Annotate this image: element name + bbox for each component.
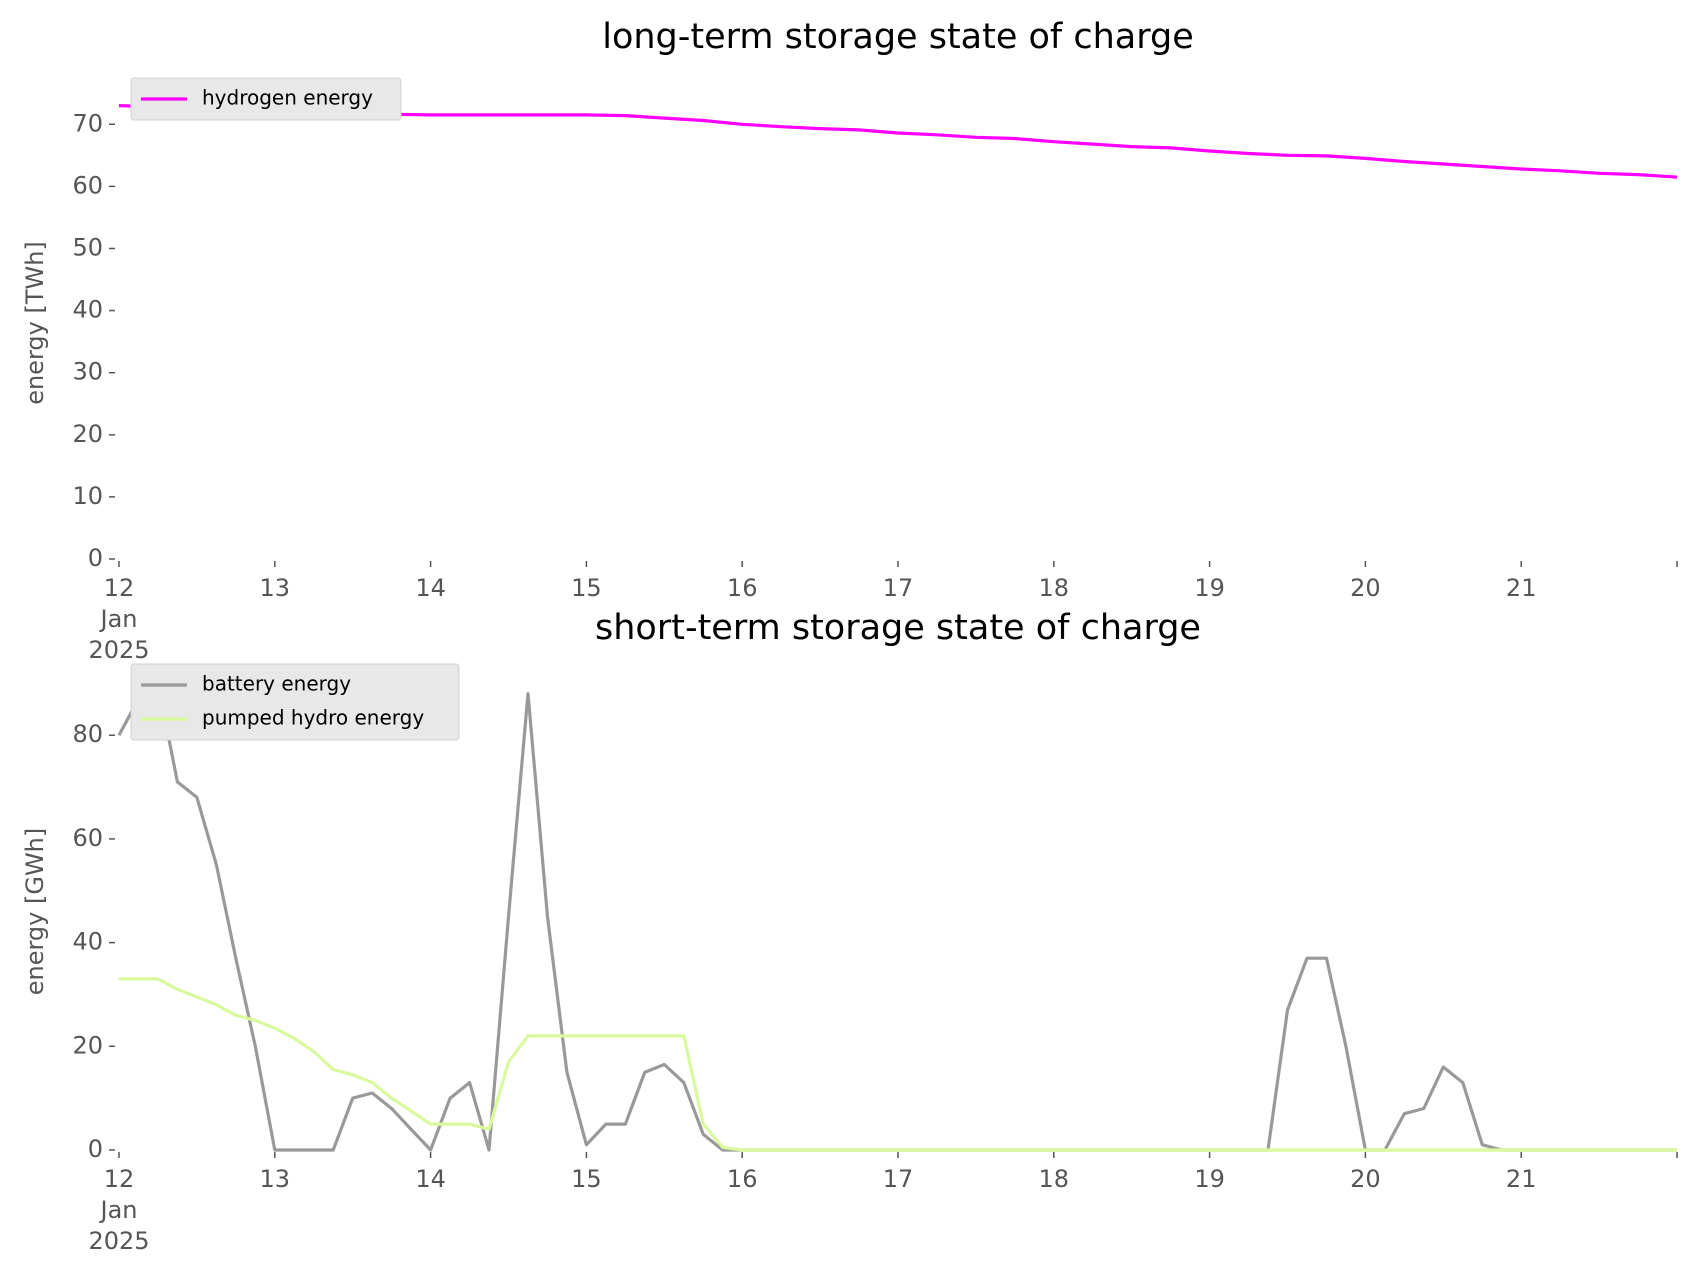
- y-tick-label: 40: [72, 928, 103, 956]
- x-tick-label: 14: [415, 1165, 446, 1193]
- legend-label: hydrogen energy: [202, 86, 373, 110]
- x-tick-label: 15: [571, 574, 602, 602]
- x-tick-label: 20: [1350, 1165, 1381, 1193]
- x-tick-label: 17: [883, 1165, 914, 1193]
- legend-box: [130, 77, 402, 121]
- chart-title: short-term storage state of charge: [595, 608, 1201, 648]
- chart-title: long-term storage state of charge: [602, 17, 1194, 57]
- y-tick-label: 30: [72, 358, 103, 386]
- x-tick-label: 16: [727, 574, 758, 602]
- y-tick-label: 70: [72, 109, 103, 137]
- series-line: [119, 977, 1677, 1152]
- y-tick-label: 80: [72, 720, 103, 748]
- y-tick-label: 20: [72, 420, 103, 448]
- x-tick-label: 12 Jan 2025: [88, 574, 149, 664]
- x-tick-label: 18: [1039, 1165, 1070, 1193]
- y-tick-label: 20: [72, 1031, 103, 1059]
- y-tick-label: 10: [72, 482, 103, 510]
- y-tick-label: 40: [72, 296, 103, 324]
- y-tick-label: 60: [72, 171, 103, 199]
- x-tick-label: 21: [1506, 574, 1537, 602]
- x-tick-label: 18: [1039, 574, 1070, 602]
- x-tick-label: 13: [260, 1165, 291, 1193]
- x-tick-label: 17: [883, 574, 914, 602]
- series-line: [117, 681, 1677, 1152]
- legend-label: pumped hydro energy: [202, 706, 424, 730]
- x-tick-label: 19: [1194, 574, 1225, 602]
- y-axis-label: energy [TWh]: [21, 241, 49, 405]
- y-tick-label: 0: [88, 1135, 103, 1163]
- y-axis-label: energy [GWh]: [21, 828, 49, 996]
- x-tick-label: 15: [571, 1165, 602, 1193]
- legend: hydrogen energy: [130, 77, 402, 121]
- legend-box: [130, 663, 460, 741]
- x-tick-label: 16: [727, 1165, 758, 1193]
- y-tick-label: 0: [88, 544, 103, 572]
- x-tick-label: 21: [1506, 1165, 1537, 1193]
- x-tick-label: 14: [415, 574, 446, 602]
- legend: battery energy pumped hydro energy: [130, 663, 460, 741]
- x-tick-label: 13: [260, 574, 291, 602]
- legend-label: battery energy: [202, 672, 351, 696]
- x-tick-label: 19: [1194, 1165, 1225, 1193]
- y-tick-label: 60: [72, 824, 103, 852]
- x-tick-label: 12 Jan 2025: [88, 1165, 149, 1255]
- x-tick-label: 20: [1350, 574, 1381, 602]
- y-tick-label: 50: [72, 233, 103, 261]
